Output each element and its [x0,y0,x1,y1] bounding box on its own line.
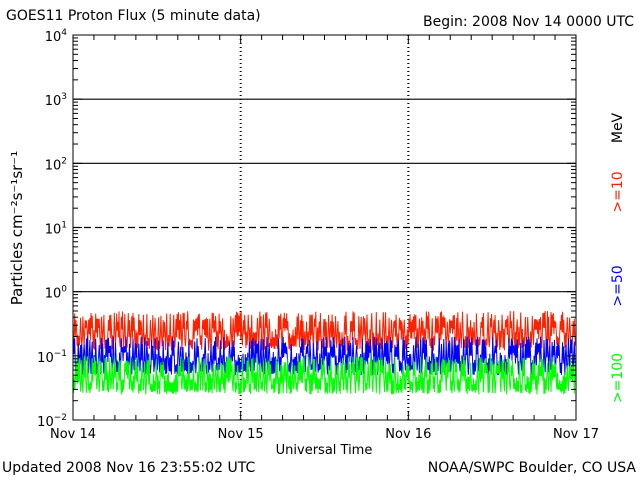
labels-layer: 10−2 10−1 100 101 102 103 104 Nov 14 Nov 15 Nov 1… [8,28,626,458]
y-tick-label: 101 [45,221,67,238]
credit-text: NOAA/SWPC Boulder, CO USA [427,460,636,476]
chart-title: GOES11 Proton Flux (5 minute data) [6,8,261,24]
begin-time: Begin: 2008 Nov 14 0000 UTC [423,14,634,30]
y-tick-label: 100 [45,285,68,302]
x-tick-label: Nov 15 [218,427,264,442]
y-tick-label: 103 [45,92,67,109]
legend-label: >=50 [610,265,626,306]
updated-time: Updated 2008 Nov 16 23:55:02 UTC [2,460,256,476]
y-tick-label: 10−1 [37,349,67,366]
x-tick-label: Nov 17 [553,427,599,442]
x-tick-label: Nov 14 [50,427,96,442]
axes-layer [72,34,577,421]
y-tick-label: 102 [45,156,67,173]
series-line [72,336,577,376]
x-tick-label: Nov 16 [385,427,431,442]
y-tick-label: 10−2 [37,413,67,430]
grid-layer [73,35,576,420]
series-line [72,310,577,351]
legend-label: >=10 [610,171,626,212]
y-axis-label: Particles cm⁻²s⁻¹sr⁻¹ [8,151,26,305]
x-axis-label: Universal Time [276,443,373,458]
legend-label: >=100 [610,353,626,403]
unit-label: MeV [610,112,626,143]
y-tick-label: 104 [45,28,68,45]
series-layer [72,310,577,395]
series-line [72,355,577,395]
